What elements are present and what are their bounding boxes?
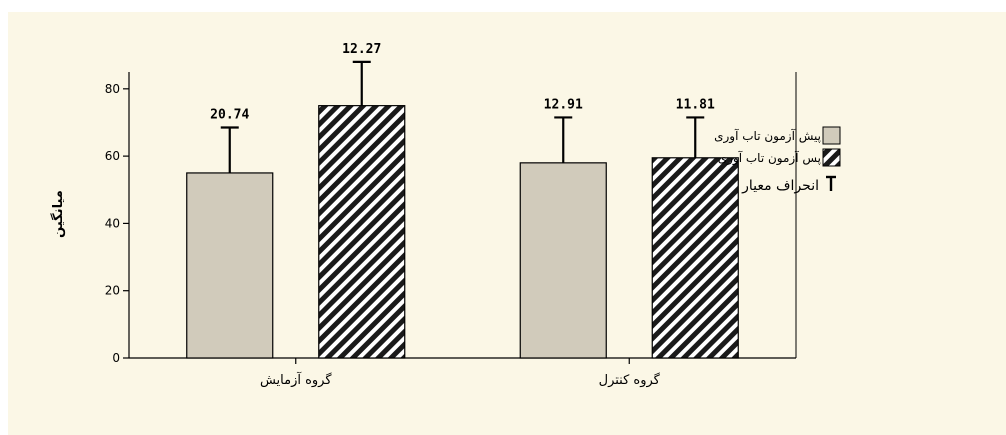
- data-label: 20.74: [210, 108, 249, 123]
- y-tick-label: 80: [105, 82, 120, 96]
- x-ticks: گروه آزمایش گروه کنترل: [260, 358, 661, 388]
- bar: [186, 172, 274, 359]
- bar: [519, 162, 607, 359]
- y-axis-label: میانگین: [50, 190, 66, 238]
- data-label: 11.81: [676, 97, 715, 112]
- chart-figure: میانگین 0 20 40 60 80 گروه آزمایش گروه کنترل …: [8, 12, 1006, 435]
- error-bars: 20.74 12.27 12.91 11.81: [210, 42, 715, 173]
- bar: [651, 157, 739, 359]
- legend-label: پیش آزمون تاب آوری: [714, 128, 821, 144]
- x-tick-label: گروه کنترل: [599, 372, 661, 388]
- bar: [318, 105, 406, 359]
- y-tick-label: 40: [105, 216, 120, 230]
- legend-swatch: [822, 126, 841, 145]
- legend-error-label: انحراف معیار: [741, 178, 819, 194]
- legend: پیش آزمون تاب آوری پس آزمون تاب آوری انحرا…: [714, 126, 841, 194]
- y-tick-label: 20: [105, 284, 120, 298]
- bars: [186, 105, 739, 359]
- y-ticks: 0 20 40 60 80: [105, 82, 129, 365]
- x-tick-label: گروه آزمایش: [260, 371, 332, 388]
- y-tick-label: 60: [105, 149, 120, 163]
- y-tick-label: 0: [112, 351, 120, 365]
- data-label: 12.91: [544, 97, 583, 112]
- legend-label: پس آزمون تاب آوری: [718, 150, 821, 166]
- legend-swatch: [822, 148, 841, 167]
- data-label: 12.27: [342, 42, 381, 57]
